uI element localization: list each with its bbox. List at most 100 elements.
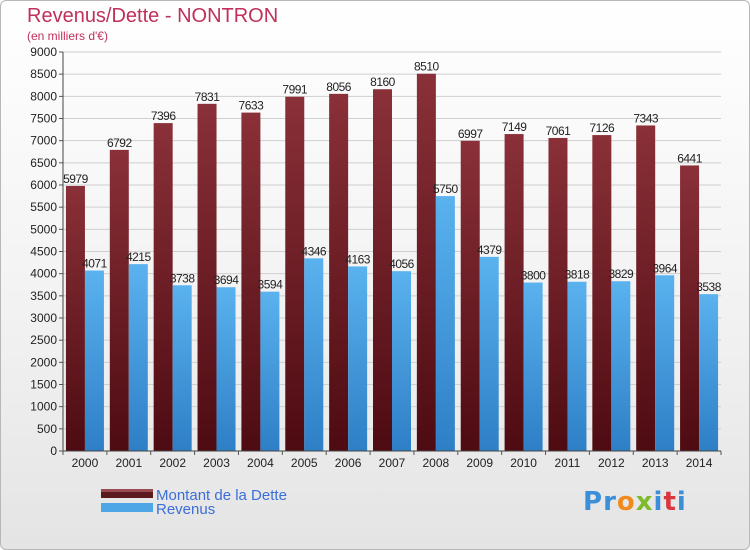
bar-revenus	[435, 196, 455, 451]
bar-dette	[241, 112, 261, 451]
legend-label-dette: Montant de la Dette	[156, 487, 287, 504]
legend-swatch-dette-highlight	[101, 489, 153, 492]
legend-label-revenus: Revenus	[156, 501, 215, 518]
data-label-dette: 6997	[458, 127, 484, 141]
data-label-dette: 7831	[195, 90, 221, 104]
y-tick-label: 8000	[30, 89, 57, 103]
y-tick-label: 1500	[30, 378, 57, 392]
data-label-dette: 6441	[677, 151, 703, 165]
y-tick-label: 4000	[30, 267, 57, 281]
x-tick-label: 2014	[686, 456, 713, 470]
data-label-revenus: 4215	[126, 250, 152, 264]
bar-revenus	[128, 264, 148, 451]
data-label-revenus: 4071	[82, 257, 108, 271]
y-tick-label: 2500	[30, 333, 57, 347]
bar-revenus	[172, 285, 192, 451]
data-label-dette: 7061	[546, 124, 572, 138]
bar-dette	[197, 103, 217, 451]
y-tick-label: 7000	[30, 134, 57, 148]
legend: Montant de la Dette Revenus	[101, 487, 287, 518]
data-label-dette: 5979	[63, 172, 89, 186]
x-tick-label: 2005	[291, 456, 318, 470]
x-axis-ticks: 2000 2001 2002 2003 2004 2005 2006 2007 2008 2009…	[62, 451, 722, 470]
data-label-dette: 8160	[370, 75, 396, 89]
bar-dette	[680, 165, 700, 451]
x-tick-label: 2001	[115, 456, 142, 470]
bar-dette	[592, 135, 612, 451]
data-label-revenus: 3818	[565, 268, 591, 282]
bar-revenus	[655, 275, 675, 451]
data-label-dette: 7126	[589, 121, 615, 135]
data-label-dette: 8510	[414, 60, 440, 74]
bar-revenus	[304, 258, 324, 451]
y-axis-ticks: 0 500 1000 1500 2000 2500 3000 3500 4000 4500 5000…	[30, 45, 63, 458]
legend-swatch-revenus	[101, 503, 153, 512]
x-tick-label: 2012	[598, 456, 625, 470]
y-tick-label: 3500	[30, 289, 57, 303]
data-label-revenus: 3964	[652, 261, 678, 275]
y-tick-label: 6500	[30, 156, 57, 170]
data-label-revenus: 4056	[389, 257, 415, 271]
y-tick-label: 7500	[30, 112, 57, 126]
data-label-revenus: 4163	[345, 252, 371, 266]
x-tick-label: 2004	[247, 456, 274, 470]
data-labels: 5979 4071 6792 4215 7396 3738 7831 3694 7633 3594…	[63, 60, 722, 294]
bar-dette	[153, 123, 173, 452]
y-tick-label: 500	[37, 422, 57, 436]
chart-title: Revenus/Dette - NONTRON	[27, 5, 279, 27]
y-tick-label: 0	[50, 444, 57, 458]
bar-revenus	[260, 291, 280, 451]
bar-dette	[460, 140, 480, 451]
bar-dette	[329, 93, 349, 451]
x-tick-label: 2006	[335, 456, 362, 470]
bar-revenus	[523, 282, 543, 451]
bar-revenus	[84, 270, 104, 451]
data-label-dette: 7149	[502, 120, 528, 134]
data-label-dette: 7343	[633, 111, 659, 125]
y-tick-label: 3000	[30, 311, 57, 325]
bars	[65, 73, 719, 452]
bar-dette	[504, 134, 524, 451]
legend-swatch-dette	[101, 489, 153, 498]
data-label-revenus: 3594	[258, 278, 284, 292]
data-label-revenus: 3538	[696, 280, 722, 294]
y-tick-label: 1000	[30, 400, 57, 414]
data-label-dette: 6792	[107, 136, 133, 150]
data-label-revenus: 3829	[608, 267, 634, 281]
x-tick-label: 2008	[423, 456, 450, 470]
bar-revenus	[567, 281, 587, 451]
y-tick-label: 4500	[30, 245, 57, 259]
bar-revenus	[611, 281, 631, 451]
bar-dette	[548, 137, 568, 451]
y-tick-label: 6000	[30, 178, 57, 192]
x-tick-label: 2003	[203, 456, 230, 470]
y-tick-label: 2000	[30, 355, 57, 369]
data-label-revenus: 3738	[170, 271, 196, 285]
data-label-revenus: 4346	[301, 244, 327, 258]
bar-revenus	[699, 294, 719, 451]
y-tick-label: 5500	[30, 200, 57, 214]
proxiti-logo: Proxiti	[583, 487, 687, 517]
data-label-dette: 7991	[282, 83, 308, 97]
bar-revenus	[216, 287, 236, 451]
x-tick-label: 2007	[379, 456, 406, 470]
data-label-revenus: 3800	[521, 269, 547, 283]
data-label-revenus: 5750	[433, 182, 459, 196]
bar-dette	[109, 149, 129, 451]
y-tick-label: 5000	[30, 222, 57, 236]
bar-dette	[636, 125, 656, 452]
data-label-dette: 8056	[326, 80, 352, 94]
x-tick-label: 2002	[159, 456, 186, 470]
y-tick-label: 9000	[30, 45, 57, 59]
x-tick-label: 2013	[642, 456, 669, 470]
y-tick-label: 8500	[30, 67, 57, 81]
data-label-dette: 7396	[151, 109, 177, 123]
x-tick-label: 2009	[466, 456, 493, 470]
x-tick-label: 2000	[72, 456, 99, 470]
data-label-revenus: 4379	[477, 243, 503, 257]
bar-revenus	[348, 266, 368, 451]
x-tick-label: 2011	[555, 456, 581, 470]
chart-subtitle: (en milliers d'€)	[27, 29, 108, 43]
